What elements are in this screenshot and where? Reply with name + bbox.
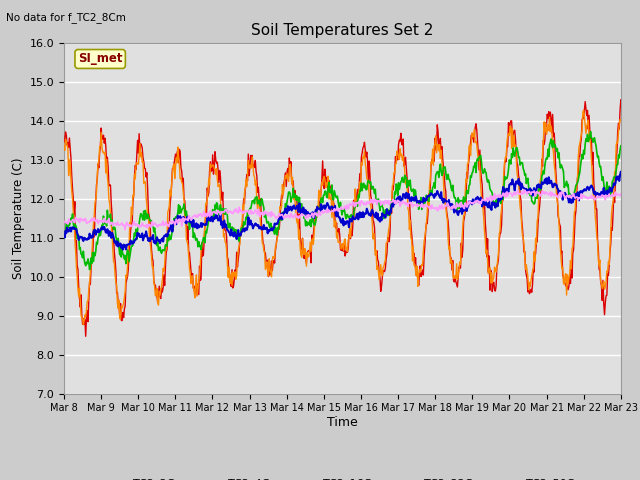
Title: Soil Temperatures Set 2: Soil Temperatures Set 2 [252, 23, 433, 38]
X-axis label: Time: Time [327, 416, 358, 429]
Y-axis label: Soil Temperature (C): Soil Temperature (C) [12, 157, 26, 279]
Text: No data for f_TC2_8Cm: No data for f_TC2_8Cm [6, 12, 126, 23]
Text: SI_met: SI_met [78, 52, 122, 65]
Legend: TC2_2Cm, TC2_4Cm, TC2_16Cm, TC2_32Cm, TC2_50Cm: TC2_2Cm, TC2_4Cm, TC2_16Cm, TC2_32Cm, TC… [95, 473, 589, 480]
